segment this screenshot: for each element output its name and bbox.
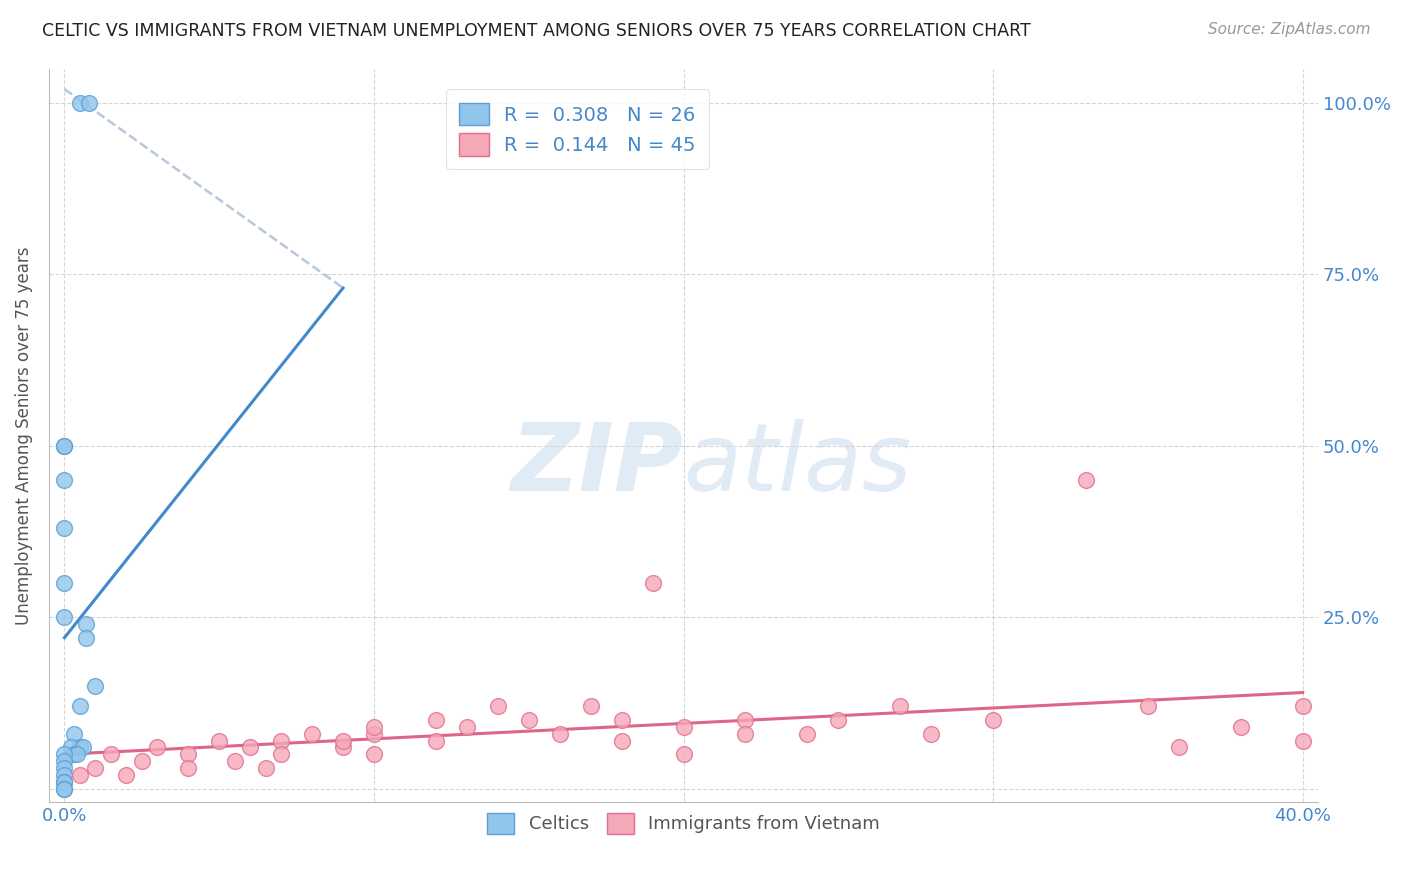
Point [84, 761, 107, 775]
Point [548, 727, 571, 741]
Point [177, 747, 200, 762]
Point [53, 768, 76, 782]
Point [53, 754, 76, 768]
Text: ZIP: ZIP [510, 418, 683, 511]
Point [363, 720, 385, 734]
Point [827, 713, 849, 727]
Point [75, 631, 97, 645]
Point [53, 575, 76, 590]
Point [224, 754, 246, 768]
Point [53, 747, 76, 762]
Point [1167, 740, 1189, 755]
Point [363, 727, 385, 741]
Point [981, 713, 1004, 727]
Point [72, 740, 94, 755]
Point [456, 720, 478, 734]
Point [1074, 473, 1097, 487]
Point [1292, 733, 1315, 747]
Point [131, 754, 153, 768]
Point [332, 740, 354, 755]
Point [1292, 699, 1315, 714]
Point [53, 761, 76, 775]
Point [734, 727, 756, 741]
Point [517, 713, 540, 727]
Point [889, 699, 911, 714]
Point [66, 747, 89, 762]
Point [610, 713, 633, 727]
Point [53, 439, 76, 453]
Point [53, 781, 76, 796]
Y-axis label: Unemployment Among Seniors over 75 years: Unemployment Among Seniors over 75 years [15, 246, 32, 624]
Point [672, 747, 695, 762]
Point [115, 768, 138, 782]
Point [69, 768, 91, 782]
Point [177, 761, 200, 775]
Text: CELTIC VS IMMIGRANTS FROM VIETNAM UNEMPLOYMENT AMONG SENIORS OVER 75 YEARS CORRE: CELTIC VS IMMIGRANTS FROM VIETNAM UNEMPL… [42, 22, 1031, 40]
Point [270, 747, 292, 762]
Point [77, 95, 100, 110]
Point [53, 774, 76, 789]
Point [69, 699, 91, 714]
Point [53, 774, 76, 789]
Text: Source: ZipAtlas.com: Source: ZipAtlas.com [1208, 22, 1371, 37]
Point [425, 733, 447, 747]
Point [734, 713, 756, 727]
Point [146, 740, 169, 755]
Point [579, 699, 602, 714]
Point [53, 473, 76, 487]
Point [53, 781, 76, 796]
Point [53, 610, 76, 624]
Point [84, 679, 107, 693]
Point [920, 727, 942, 741]
Point [75, 617, 97, 632]
Point [641, 575, 664, 590]
Point [301, 727, 323, 741]
Point [53, 521, 76, 535]
Point [254, 761, 277, 775]
Text: atlas: atlas [683, 419, 912, 510]
Point [1229, 720, 1251, 734]
Point [69, 95, 91, 110]
Point [59, 740, 82, 755]
Point [53, 439, 76, 453]
Legend: Celtics, Immigrants from Vietnam: Celtics, Immigrants from Vietnam [477, 802, 891, 845]
Point [100, 747, 122, 762]
Point [332, 733, 354, 747]
Point [672, 720, 695, 734]
Point [363, 747, 385, 762]
Point [208, 733, 231, 747]
Point [62, 747, 84, 762]
Point [69, 740, 91, 755]
Point [270, 733, 292, 747]
Point [62, 727, 84, 741]
Point [1136, 699, 1159, 714]
Point [425, 713, 447, 727]
Point [239, 740, 262, 755]
Point [486, 699, 509, 714]
Point [796, 727, 818, 741]
Point [610, 733, 633, 747]
